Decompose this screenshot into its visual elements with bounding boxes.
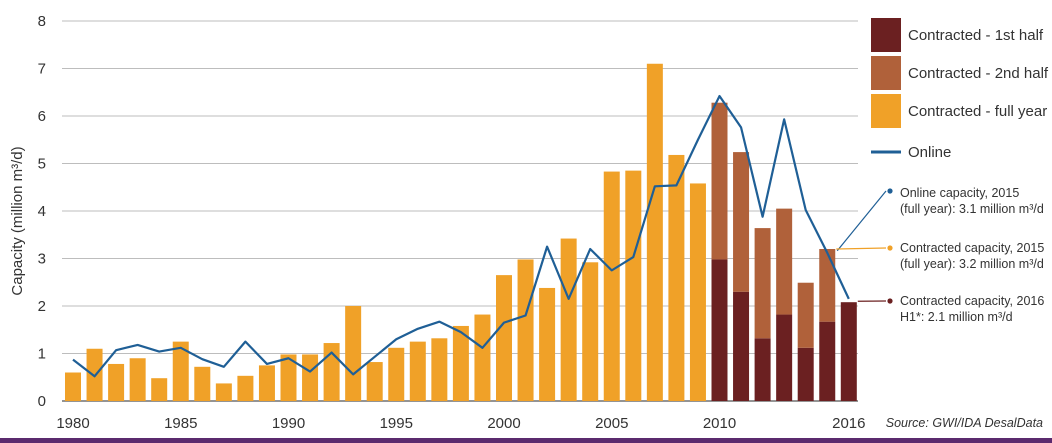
legend-swatch: [871, 56, 901, 90]
bar-contracted-full-year-1989: [258, 365, 275, 401]
annotation-text: Contracted capacity, 2016: [900, 294, 1044, 308]
bar-contracted-1st-half-2012: [754, 338, 771, 401]
annotation-dot: [887, 188, 893, 194]
bar-contracted-1st-half-2016: [840, 302, 857, 401]
bar-contracted-full-year-1996: [409, 341, 426, 401]
x-tick-label: 1995: [380, 415, 413, 432]
bar-contracted-full-year-2001: [517, 259, 534, 401]
bar-contracted-full-year-1983: [129, 358, 146, 401]
bar-contracted-1st-half-2015: [819, 321, 836, 401]
annotation-dot: [887, 298, 893, 304]
bar-contracted-full-year-1999: [474, 314, 491, 401]
y-tick-label: 6: [38, 108, 46, 125]
bar-contracted-full-year-2005: [603, 171, 620, 401]
bar-contracted-full-year-1995: [388, 347, 405, 401]
bar-contracted-full-year-1982: [108, 363, 125, 401]
annotation-leader: [836, 247, 887, 250]
bar-contracted-full-year-2009: [689, 183, 706, 401]
online-line-series: [72, 94, 850, 378]
bar-contracted-full-year-1990: [280, 354, 297, 401]
annotation-dot: [887, 245, 893, 251]
annotation-text: Contracted capacity, 2015: [900, 241, 1044, 255]
x-tick-label: 1980: [56, 415, 89, 432]
y-tick-label: 3: [38, 251, 46, 268]
source-note: Source: GWI/IDA DesalData: [886, 416, 1043, 430]
x-tick-label: 1985: [164, 415, 197, 432]
axes: 0 1 2 3 4 5 6 7 8 1980 1985 1990 1995 2000 2005 2010 201…: [38, 13, 866, 432]
legend: Contracted - 1st half Contracted - 2nd ha…: [871, 18, 1049, 161]
bar-contracted-full-year-1997: [431, 338, 448, 401]
bar-contracted-full-year-2004: [582, 262, 599, 401]
online-line: [72, 94, 850, 378]
annotation-text: (full year): 3.2 million m³/d: [900, 257, 1044, 271]
y-tick-label: 2: [38, 298, 46, 315]
x-tick-label: 1990: [272, 415, 305, 432]
bar-contracted-full-year-1998: [452, 325, 469, 401]
bar-contracted-full-year-1993: [345, 306, 362, 401]
bar-contracted-full-year-2003: [560, 238, 577, 401]
legend-label: Contracted - 1st half: [908, 27, 1044, 44]
gridlines: [62, 20, 858, 402]
bar-contracted-full-year-2007: [646, 63, 663, 401]
bar-contracted-full-year-2002: [539, 287, 556, 401]
bar-contracted-2nd-half-2015: [819, 249, 836, 322]
bars: [65, 63, 857, 401]
annotations: Online capacity, 2015 (full year): 3.1 mi…: [836, 186, 1044, 324]
legend-swatch: [871, 18, 901, 52]
legend-label: Contracted - 2nd half: [908, 65, 1049, 82]
y-tick-label: 4: [38, 203, 46, 220]
bar-contracted-full-year-1988: [237, 375, 254, 401]
bar-contracted-full-year-1994: [366, 362, 383, 401]
bar-contracted-2nd-half-2014: [797, 282, 814, 348]
x-tick-label: 2016: [832, 415, 865, 432]
x-tick-label: 2000: [487, 415, 520, 432]
y-tick-label: 1: [38, 346, 46, 363]
y-axis-label: Capacity (million m³/d): [9, 146, 26, 295]
annotation-leader: [836, 190, 887, 252]
bar-contracted-full-year-1987: [215, 383, 232, 401]
y-tick-label: 7: [38, 61, 46, 78]
bar-contracted-1st-half-2013: [776, 314, 793, 401]
bar-contracted-1st-half-2014: [797, 347, 814, 401]
bar-contracted-full-year-1985: [172, 341, 189, 401]
bar-contracted-2nd-half-2010: [711, 102, 728, 260]
bar-contracted-1st-half-2011: [733, 291, 750, 401]
x-tick-label: 2010: [703, 415, 736, 432]
bar-contracted-2nd-half-2011: [733, 152, 750, 292]
annotation-text: Online capacity, 2015: [900, 186, 1019, 200]
x-tick-label: 2005: [595, 415, 628, 432]
y-tick-label: 8: [38, 13, 46, 30]
legend-label: Online: [908, 144, 951, 161]
bar-contracted-full-year-1980: [65, 372, 81, 401]
y-tick-label: 5: [38, 156, 46, 173]
bar-contracted-full-year-2008: [668, 154, 685, 401]
bar-contracted-full-year-1984: [151, 378, 168, 401]
bar-contracted-full-year-2000: [496, 275, 512, 401]
bar-contracted-full-year-1991: [302, 354, 319, 401]
legend-swatch: [871, 94, 901, 128]
bottom-accent-bar: [0, 438, 1052, 443]
legend-label: Contracted - full year: [908, 103, 1047, 120]
y-tick-label: 0: [38, 393, 46, 410]
bar-contracted-2nd-half-2013: [776, 208, 793, 315]
bar-contracted-full-year-2006: [625, 170, 642, 401]
bar-contracted-2nd-half-2012: [754, 228, 771, 339]
bar-contracted-1st-half-2010: [711, 259, 728, 401]
annotation-text: (full year): 3.1 million m³/d: [900, 202, 1044, 216]
bar-contracted-full-year-1986: [194, 366, 211, 401]
annotation-text: H1*: 2.1 million m³/d: [900, 310, 1013, 324]
